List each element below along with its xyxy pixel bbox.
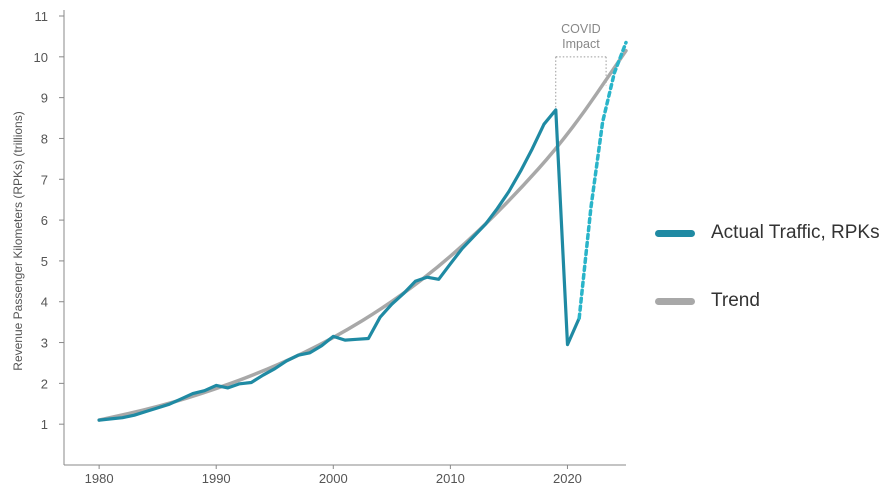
chart-axes: 1 2 3 4 5 6 7 8 9 10 11 1980 1990 2000 2010 2020 — [34, 9, 626, 486]
y-tick-label: 8 — [41, 131, 48, 146]
y-tick-label: 11 — [35, 9, 49, 24]
series-trend-line — [97, 48, 628, 422]
y-tick-label: 1 — [41, 417, 48, 432]
series-actual-line — [97, 108, 581, 422]
y-tick-label: 6 — [41, 213, 48, 228]
annotation-text: Impact — [562, 37, 600, 51]
x-tick-label: 2010 — [436, 471, 465, 486]
x-tick-label: 1980 — [85, 471, 114, 486]
y-tick-label: 2 — [41, 376, 48, 391]
x-tick-label: 2020 — [553, 471, 582, 486]
annotation-text: COVID — [561, 22, 601, 36]
y-tick-label: 4 — [41, 295, 48, 310]
legend-label-trend: Trend — [711, 290, 760, 311]
legend: Actual Traffic, RPKs Trend — [655, 218, 880, 354]
y-tick-label: 10 — [34, 50, 48, 65]
legend-label-actual: Actual Traffic, RPKs — [711, 222, 880, 243]
series-forecast-line — [577, 40, 628, 320]
y-tick-label: 3 — [41, 336, 48, 351]
chart-series — [97, 40, 628, 422]
y-tick-label: 9 — [41, 91, 48, 106]
legend-swatch-trend — [655, 297, 695, 305]
legend-swatch-actual — [655, 229, 695, 237]
x-tick-label: 2000 — [319, 471, 348, 486]
legend-item-actual: Actual Traffic, RPKs — [655, 218, 880, 248]
y-axis-title: Revenue Passenger Kilometers (RPKs) (tri… — [11, 111, 25, 370]
legend-item-trend: Trend — [655, 286, 880, 316]
y-tick-label: 7 — [41, 172, 48, 187]
x-tick-label: 1990 — [202, 471, 231, 486]
y-tick-label: 5 — [41, 254, 48, 269]
